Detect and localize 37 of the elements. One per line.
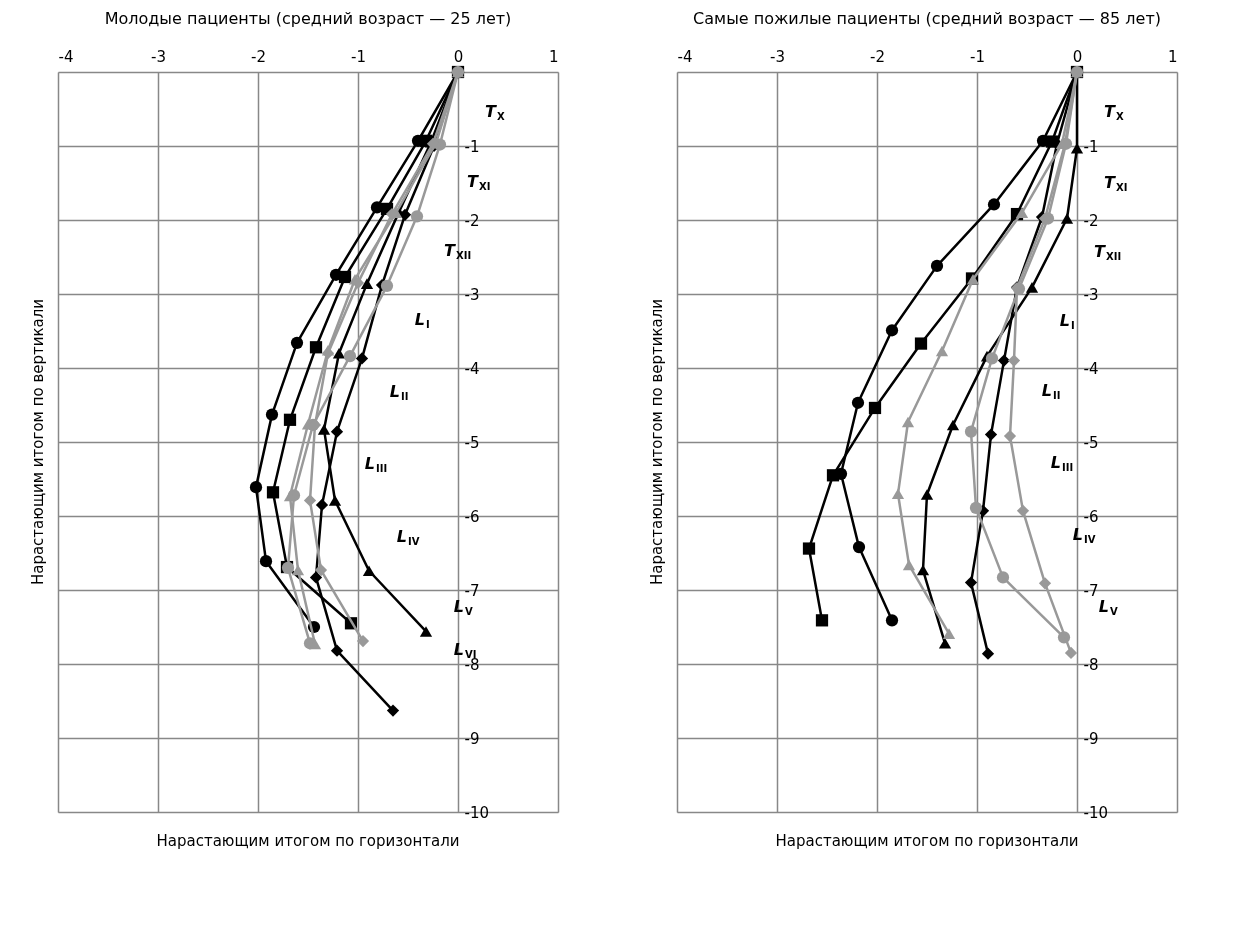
y-axis-title: Нарастающим итогом по вертикали [29,298,47,586]
y-tick-label: -5 [464,433,480,452]
x-tick-label: -3 [770,47,785,66]
y-tick-label: -10 [464,803,489,822]
y-tick-label: -6 [1083,507,1099,526]
y-tick-label: -2 [1083,211,1099,230]
x-tick-label: 1 [1167,47,1178,66]
y-tick-label: -7 [464,581,480,600]
x-tick-label: -2 [870,47,885,66]
x-tick-label: -4 [677,47,693,66]
y-tick-label: -9 [1083,729,1099,748]
y-tick-label: -1 [464,137,480,156]
x-tick-label: 0 [453,47,464,66]
x-tick-label: -1 [970,47,985,66]
y-tick-label: -6 [464,507,480,526]
y-tick-label: -2 [464,211,480,230]
x-tick-label: -2 [251,47,266,66]
x-tick-label: -3 [151,47,166,66]
y-tick-label: -7 [1083,581,1099,600]
y-tick-label: -4 [464,359,480,378]
chart-title: Самые пожилые пациенты (средний возраст — 85 лет) [693,9,1161,28]
y-tick-label: -8 [1083,655,1099,674]
y-tick-label: -3 [1083,285,1099,304]
y-tick-label: -4 [1083,359,1099,378]
x-tick-label: 1 [548,47,559,66]
chart-title: Молодые пациенты (средний возраст — 25 лет) [104,9,512,28]
x-axis-title: Нарастающим итогом по горизонтали [156,832,460,850]
x-axis-title: Нарастающим итогом по горизонтали [775,832,1079,850]
x-tick-label: -4 [58,47,74,66]
y-tick-label: -5 [1083,433,1099,452]
y-tick-label: -10 [1083,803,1108,822]
y-tick-label: -9 [464,729,480,748]
y-tick-label: -3 [464,285,480,304]
x-tick-label: -1 [351,47,366,66]
y-axis-title: Нарастающим итогом по вертикали [648,298,666,586]
x-tick-label: 0 [1072,47,1083,66]
y-tick-label: -1 [1083,137,1099,156]
